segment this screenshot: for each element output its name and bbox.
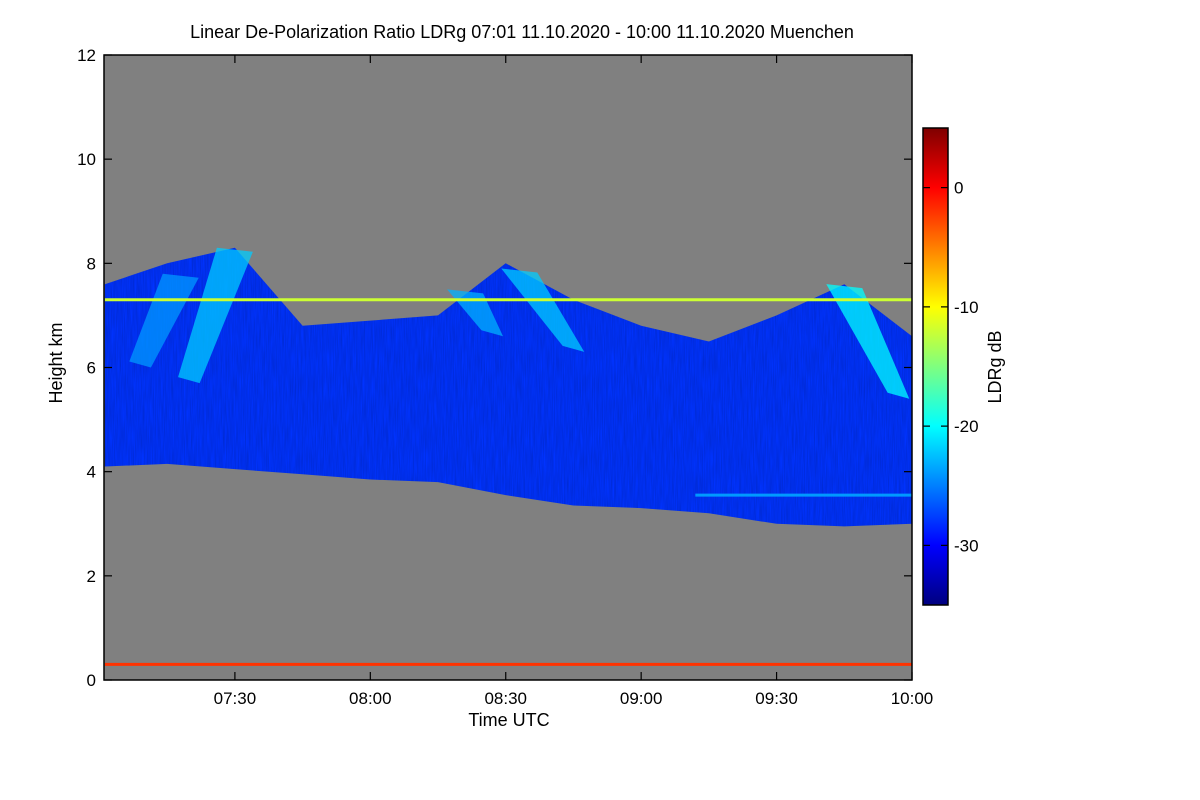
- x-axis: 07:30 08:00 08:30 09:00 09:30 10:00: [214, 55, 934, 708]
- colorbar-tick-label: 0: [954, 179, 963, 198]
- y-tick-label: 12: [77, 46, 96, 65]
- colorbar-ticks: 0 -10 -20 -30: [923, 179, 979, 555]
- colorbar-tick-label: -10: [954, 298, 979, 317]
- y-tick-label: 8: [87, 254, 96, 273]
- colorbar: 0 -10 -20 -30 LDRg dB: [922, 127, 1005, 606]
- y-axis: 0 2 4 6 8 10 12: [77, 46, 912, 690]
- colorbar-tick-label: -20: [954, 417, 979, 436]
- chart-title: Linear De-Polarization Ratio LDRg 07:01 …: [190, 22, 854, 42]
- colorbar-scale: [922, 127, 949, 606]
- fall-streak-2: [129, 273, 199, 368]
- artifact-lines: [104, 298, 912, 666]
- x-tick-label: 07:30: [214, 689, 257, 708]
- x-tick-label: 08:00: [349, 689, 392, 708]
- x-tick-label: 09:00: [620, 689, 663, 708]
- x-tick-label: 09:30: [755, 689, 798, 708]
- y-tick-label: 4: [87, 463, 96, 482]
- heatmap-layer: [104, 247, 912, 666]
- x-axis-label: Time UTC: [468, 710, 549, 730]
- fall-streak-5: [826, 284, 910, 399]
- y-axis-label: Height km: [46, 322, 66, 403]
- x-tick-label: 08:30: [484, 689, 527, 708]
- y-tick-label: 10: [77, 150, 96, 169]
- cloud-texture: [104, 247, 912, 527]
- y-tick-label: 2: [87, 567, 96, 586]
- y-tick-label: 0: [87, 671, 96, 690]
- plot-area: [103, 54, 913, 681]
- x-tick-label: 10:00: [891, 689, 934, 708]
- fall-streak-3: [501, 268, 585, 352]
- y-tick-label: 6: [87, 359, 96, 378]
- colorbar-tick-label: -30: [954, 536, 979, 555]
- fall-streak-1: [178, 247, 253, 384]
- colorbar-label: LDRg dB: [985, 330, 1005, 403]
